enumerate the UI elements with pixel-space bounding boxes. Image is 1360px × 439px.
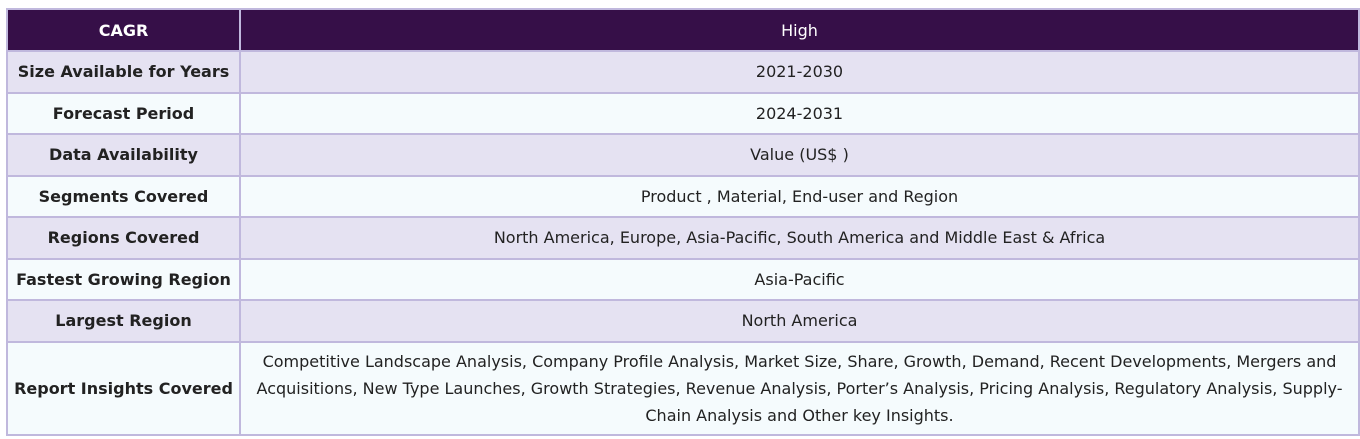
table-row: Regions Covered North America, Europe, A… bbox=[6, 216, 1360, 260]
row-label: Size Available for Years bbox=[6, 50, 241, 94]
table-row: Segments Covered Product , Material, End… bbox=[6, 174, 1360, 218]
row-label: Segments Covered bbox=[6, 174, 241, 218]
row-value: 2021-2030 bbox=[239, 50, 1360, 94]
row-value: Product , Material, End-user and Region bbox=[239, 174, 1360, 218]
row-label: Regions Covered bbox=[6, 216, 241, 260]
row-value: Value (US$ ) bbox=[239, 133, 1360, 177]
row-label: Fastest Growing Region bbox=[6, 257, 241, 301]
row-label: Report Insights Covered bbox=[6, 340, 241, 436]
table-row: Size Available for Years 2021-2030 bbox=[6, 50, 1360, 94]
report-summary-table-wrapper: CAGR High Size Available for Years 2021-… bbox=[6, 8, 1360, 436]
table-row: Data Availability Value (US$ ) bbox=[6, 133, 1360, 177]
table-header-row: CAGR High bbox=[6, 8, 1360, 52]
row-value: 2024-2031 bbox=[239, 91, 1360, 135]
table-row: Largest Region North America bbox=[6, 299, 1360, 343]
table-row: Report Insights Covered Competitive Land… bbox=[6, 340, 1360, 436]
row-value: Competitive Landscape Analysis, Company … bbox=[239, 340, 1360, 436]
header-value-cell: High bbox=[239, 8, 1360, 52]
row-value: North America, Europe, Asia-Pacific, Sou… bbox=[239, 216, 1360, 260]
table-row: Fastest Growing Region Asia-Pacific bbox=[6, 257, 1360, 301]
table-row: Forecast Period 2024-2031 bbox=[6, 91, 1360, 135]
report-summary-table: CAGR High Size Available for Years 2021-… bbox=[6, 8, 1360, 436]
row-label: Largest Region bbox=[6, 299, 241, 343]
header-label-cell: CAGR bbox=[6, 8, 241, 52]
row-value: Asia-Pacific bbox=[239, 257, 1360, 301]
row-value: North America bbox=[239, 299, 1360, 343]
row-label: Data Availability bbox=[6, 133, 241, 177]
row-label: Forecast Period bbox=[6, 91, 241, 135]
